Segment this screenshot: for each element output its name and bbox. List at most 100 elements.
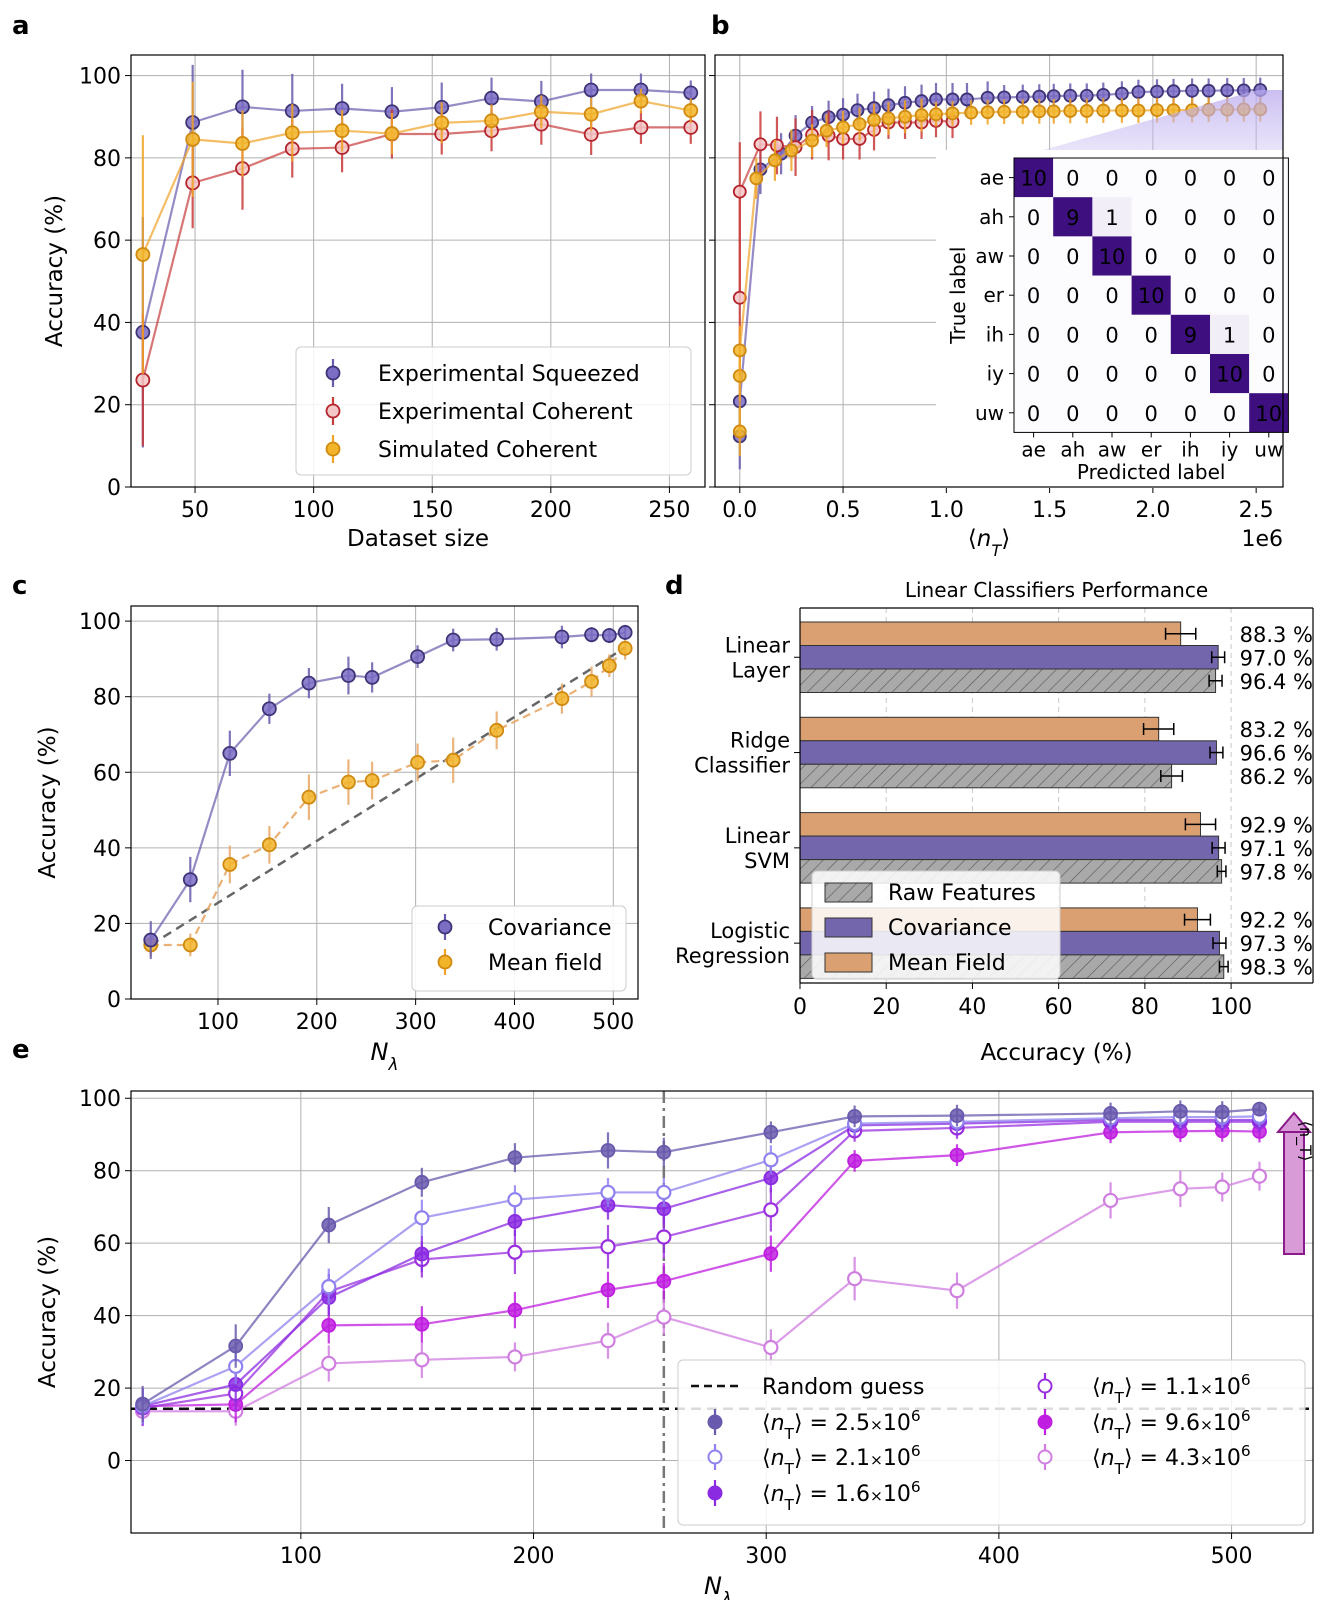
axes-frame-b <box>714 54 1284 488</box>
cell-value: 0 <box>1066 323 1079 347</box>
cell-value: 0 <box>1027 245 1040 269</box>
cell-value: 0 <box>1184 284 1197 308</box>
legend-label: ⟨nT⟩ = 1.6×106 <box>762 1478 921 1514</box>
bar-covariance <box>799 645 1219 670</box>
data-point <box>949 1283 965 1299</box>
x-tick-label: 0 <box>793 995 807 1020</box>
x-tick-label: 400 <box>493 1010 535 1035</box>
panel-letter-d: d <box>665 571 684 601</box>
bar-value-label: 96.6 % <box>1240 742 1313 766</box>
bar-value-label: 92.2 % <box>1240 909 1313 933</box>
data-point <box>784 143 799 158</box>
row-label: ae <box>979 166 1004 190</box>
cell-value: 0 <box>1262 167 1275 191</box>
data-point <box>414 1210 430 1226</box>
cell-value: 0 <box>1027 323 1040 347</box>
y-tick-label: 40 <box>93 311 121 336</box>
x-tick-label: 0.0 <box>722 498 757 523</box>
data-point <box>554 629 570 645</box>
category-label: Ridge <box>730 729 790 753</box>
data-point <box>656 1273 672 1289</box>
data-point <box>1172 1103 1188 1119</box>
data-point <box>847 1271 863 1287</box>
data-point <box>1102 1192 1119 1209</box>
cell-value: 0 <box>1184 402 1197 426</box>
data-point <box>228 1338 244 1354</box>
cell-value: 0 <box>1223 167 1236 191</box>
data-point <box>489 631 505 647</box>
data-point <box>301 789 317 805</box>
legend-label: Covariance <box>488 916 612 941</box>
data-point <box>656 1309 672 1325</box>
data-point <box>414 1174 430 1190</box>
heatmap-cell <box>1014 393 1054 433</box>
series-line-0 <box>141 88 691 333</box>
data-point <box>656 1144 672 1160</box>
heatmap-cell <box>1249 197 1289 237</box>
heatmap-cell <box>1249 275 1289 315</box>
data-point <box>341 668 356 683</box>
data-point <box>819 123 834 138</box>
series-line-2 <box>141 99 691 255</box>
x-tick-label: 1.0 <box>929 498 964 523</box>
data-point <box>1214 1104 1230 1120</box>
heatmap-cell <box>1210 236 1250 276</box>
cell-value: 0 <box>1145 206 1158 230</box>
data-point <box>410 649 426 665</box>
data-point <box>182 872 198 887</box>
data-point <box>445 752 461 768</box>
data-point <box>235 136 250 151</box>
data-point <box>980 105 995 120</box>
panel-letter-c: c <box>12 571 27 601</box>
row-label: ah <box>979 205 1004 229</box>
x-tick-label: 40 <box>958 995 986 1020</box>
bar-value-label: 97.0 % <box>1240 646 1313 670</box>
data-point <box>1252 1101 1267 1117</box>
data-point <box>850 103 865 118</box>
data-point <box>554 691 570 706</box>
bar-mean-field <box>799 621 1182 646</box>
bar-value-label: 98.3 % <box>1240 956 1313 980</box>
axes-frame-a <box>130 54 706 488</box>
data-point <box>445 632 461 648</box>
legend-label: Experimental Squeezed <box>378 362 640 387</box>
heatmap-cell <box>1210 197 1250 237</box>
heatmap-cell <box>1131 197 1171 237</box>
panel-e: 100 200 300 400 500 0 20 40 60 80 100 ⟨n_T⟩ Nλ Accura… <box>35 1087 1315 1600</box>
heatmap-cell <box>1131 314 1171 354</box>
data-point <box>600 1184 616 1201</box>
data-point <box>222 857 238 872</box>
y-tick-label: 0 <box>107 1450 121 1475</box>
data-point <box>533 104 549 120</box>
data-point <box>1166 84 1181 99</box>
inset-confusion-matrix: 10 0 0 0 0 0 00 9 1 0 0 0 00 0 10 0 0 0 00 0 0 10 0 0 00 0 0 0 9 1 00 0… <box>936 150 1289 488</box>
data-point <box>997 104 1012 119</box>
cell-value: 0 <box>1027 402 1040 426</box>
series-line-1 <box>141 123 691 381</box>
category-label: Layer <box>731 658 790 682</box>
cell-value: 0 <box>1184 363 1197 387</box>
x-tick-label: 200 <box>296 1010 338 1035</box>
cell-value: 10 <box>1216 363 1243 387</box>
data-point <box>763 1152 779 1168</box>
category-label: Classifier <box>694 754 790 778</box>
data-point <box>1201 83 1216 98</box>
data-point <box>1063 104 1078 118</box>
y-axis-label: Accuracy (%) <box>42 195 68 347</box>
y-tick-label: 60 <box>93 1232 121 1257</box>
data-point <box>1150 84 1164 99</box>
data-point <box>1079 104 1094 118</box>
heatmap-cell <box>1249 158 1289 198</box>
data-point <box>847 1153 863 1169</box>
x-tick-label: 50 <box>181 498 209 523</box>
data-point <box>364 773 380 788</box>
cell-value: 0 <box>1262 284 1275 308</box>
data-point <box>321 1318 337 1333</box>
data-point <box>1015 104 1030 119</box>
panel-letter-e: e <box>12 1035 30 1065</box>
legend-label: ⟨nT⟩ = 2.1×106 <box>762 1442 921 1478</box>
data-point <box>341 774 356 790</box>
heatmap-cell <box>1053 236 1093 276</box>
cell-value: 10 <box>1099 245 1126 269</box>
heatmap-cell <box>1249 236 1289 276</box>
